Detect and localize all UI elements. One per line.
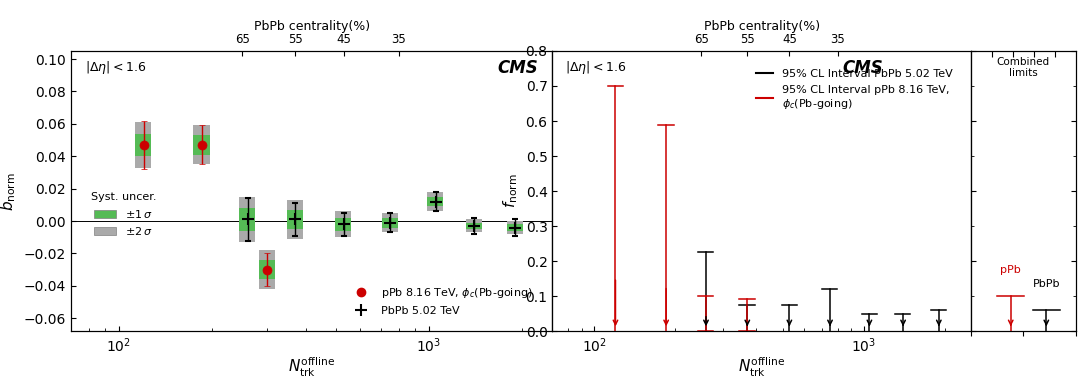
Bar — [427, 192, 443, 211]
Bar — [466, 223, 483, 229]
Bar — [382, 213, 399, 232]
Text: CMS: CMS — [842, 59, 883, 77]
Bar — [382, 218, 399, 227]
Bar — [259, 260, 275, 279]
X-axis label: $N_{\rm trk}^{\rm offline}$: $N_{\rm trk}^{\rm offline}$ — [738, 356, 785, 379]
X-axis label: PbPb centrality(%): PbPb centrality(%) — [703, 20, 820, 33]
X-axis label: $N_{\rm trk}^{\rm offline}$: $N_{\rm trk}^{\rm offline}$ — [288, 356, 335, 379]
Bar — [466, 220, 483, 232]
Bar — [335, 211, 352, 237]
Text: CMS: CMS — [497, 59, 538, 77]
Bar — [507, 221, 523, 234]
Text: pPb: pPb — [1000, 265, 1021, 274]
X-axis label: PbPb centrality(%): PbPb centrality(%) — [253, 20, 370, 33]
Bar — [193, 135, 210, 155]
Bar — [135, 122, 152, 168]
Bar — [239, 197, 256, 242]
Bar — [287, 210, 302, 229]
Legend: 95% CL Interval PbPb 5.02 TeV, 95% CL Interval pPb 8.16 TeV,
$\phi_c$(Pb-going): 95% CL Interval PbPb 5.02 TeV, 95% CL In… — [752, 65, 957, 115]
Text: Combined
limits: Combined limits — [997, 56, 1049, 78]
Text: PbPb: PbPb — [1033, 279, 1060, 289]
Bar — [287, 200, 302, 239]
Legend: pPb 8.16 TeV, $\phi_c$(Pb-going), PbPb 5.02 TeV: pPb 8.16 TeV, $\phi_c$(Pb-going), PbPb 5… — [346, 281, 537, 320]
Y-axis label: $b_{\rm norm}$: $b_{\rm norm}$ — [0, 172, 19, 211]
Bar — [193, 125, 210, 164]
Y-axis label: $f_{\rm norm}$: $f_{\rm norm}$ — [501, 174, 520, 209]
Bar — [259, 250, 275, 289]
Text: $|\Delta\eta| < 1.6$: $|\Delta\eta| < 1.6$ — [565, 59, 626, 76]
Bar — [135, 134, 152, 156]
Bar — [507, 224, 523, 231]
Text: $|\Delta\eta| < 1.6$: $|\Delta\eta| < 1.6$ — [85, 59, 146, 76]
Bar — [427, 197, 443, 207]
Bar — [335, 218, 352, 231]
Bar — [239, 208, 256, 231]
